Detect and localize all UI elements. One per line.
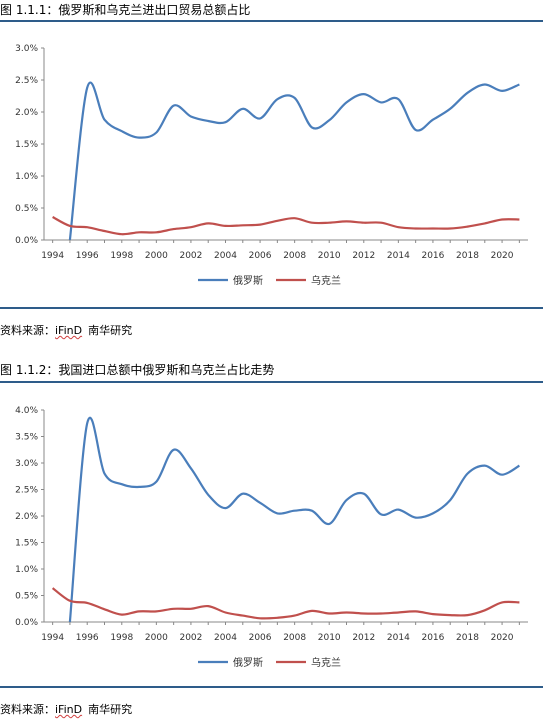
x-tick-label: 2010 [318,251,341,261]
figure-2-title: 图 1.1.2：我国进口总额中俄罗斯和乌克兰占比走势 [0,363,275,377]
x-tick-label: 2018 [456,251,479,261]
source-ifind: iFinD [55,703,83,716]
y-tick-label: 3.0% [15,44,38,54]
source-ifind: iFinD [55,324,83,337]
x-tick-label: 2016 [421,633,444,643]
x-tick-label: 2004 [214,251,237,261]
series-line-ukraine [51,587,520,620]
source-label: 资料来源： [0,703,55,716]
x-tick-label: 1994 [41,251,64,261]
y-tick-label: 3.0% [15,459,38,469]
figure-1: 图 1.1.1：俄罗斯和乌克兰进出口贸易总额占比 3.0% 2.5% 2.0% 1.5… [0,3,543,338]
y-tick-label: 1.0% [15,565,38,575]
y-tick-label: 1.5% [15,539,38,549]
y-tick-label: 2.0% [15,108,38,118]
x-tick-label: 1996 [76,251,99,261]
figure-1-chart: 3.0% 2.5% 2.0% 1.5% 1.0% 0.5% 0.0%1994 1996 1998… [15,44,528,287]
x-tick-label: 2020 [491,633,514,643]
y-tick-label: 1.0% [15,172,38,182]
x-tick-label: 2012 [352,251,375,261]
x-tick-label: 2018 [456,633,479,643]
x-tick-label: 2008 [283,633,306,643]
figure-2-chart: 4.0% 3.5% 3.0% 2.5% 2.0% 1.5% 1.0% 0.5% 0.0%1994… [15,406,528,669]
source-org: 南华研究 [88,324,133,337]
figure-1-title: 图 1.1.1：俄罗斯和乌克兰进出口贸易总额占比 [0,3,251,17]
y-tick-label: 4.0% [15,406,38,416]
x-tick-label: 2006 [249,633,272,643]
x-tick-label: 1994 [41,633,64,643]
figure-2: 图 1.1.2：我国进口总额中俄罗斯和乌克兰占比走势 4.0% 3.5% 3.0% 2… [0,361,543,722]
x-tick-label: 1996 [76,633,99,643]
y-tick-label: 0.5% [15,592,38,602]
x-tick-label: 2014 [387,633,410,643]
figure-2-bottom-rule [0,686,543,688]
x-tick-label: 2020 [491,251,514,261]
figure-1-top-rule [0,20,543,22]
y-tick-label: 3.5% [15,433,38,443]
x-tick-label: 2000 [145,633,168,643]
x-tick-label: 2002 [179,251,202,261]
y-tick-label: 2.5% [15,76,38,86]
x-tick-label: 2000 [145,251,168,261]
y-tick-label: 1.5% [15,140,38,150]
series-line-russia [68,81,520,241]
y-tick-label: 2.5% [15,486,38,496]
series-line-russia [68,416,520,623]
figure-2-top-rule [0,381,543,383]
legend-label-ukraine: 乌克兰 [311,274,341,287]
x-tick-label: 2008 [283,251,306,261]
figure-2-source: 资料来源：iFinD 南华研究 [0,701,132,717]
y-tick-label: 0.0% [15,236,38,246]
x-tick-label: 2010 [318,633,341,643]
x-tick-label: 2002 [179,633,202,643]
x-tick-label: 1998 [110,633,133,643]
y-tick-label: 0.0% [15,618,38,628]
x-tick-label: 2012 [352,633,375,643]
source-org: 南华研究 [88,703,133,716]
legend-label-russia: 俄罗斯 [233,274,263,287]
source-label: 资料来源： [0,324,55,337]
y-tick-label: 2.0% [15,512,38,522]
figure-1-source: 资料来源：iFinD 南华研究 [0,322,132,338]
figure-1-bottom-rule [0,307,543,309]
x-tick-label: 2006 [249,251,272,261]
legend-label-russia: 俄罗斯 [233,656,263,669]
x-tick-label: 1998 [110,251,133,261]
legend-label-ukraine: 乌克兰 [311,656,341,669]
y-tick-label: 0.5% [15,204,38,214]
series-line-ukraine [52,216,520,236]
x-tick-label: 2014 [387,251,410,261]
x-tick-label: 2016 [421,251,444,261]
x-tick-label: 2004 [214,633,237,643]
